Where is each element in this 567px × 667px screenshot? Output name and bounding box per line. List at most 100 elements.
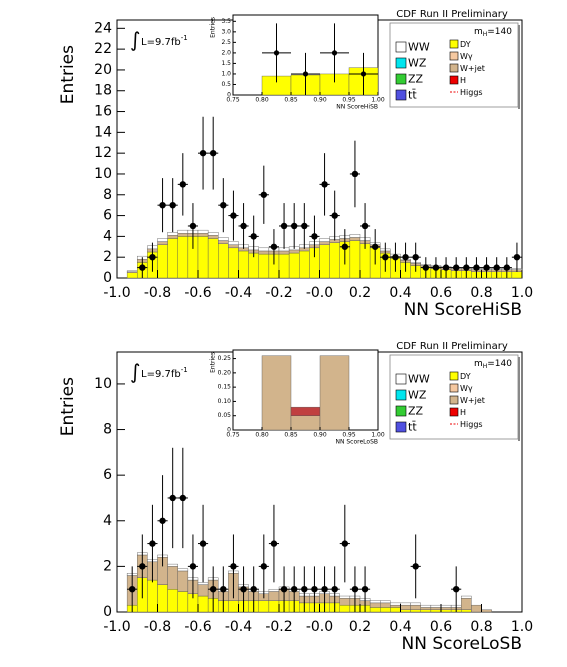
bar-segment: [339, 598, 351, 606]
legend-symbol: [449, 383, 459, 393]
data-point: [503, 264, 511, 271]
x-tick-label: 0.90: [313, 432, 327, 439]
bar-segment: [167, 238, 178, 279]
data-point: [250, 585, 257, 593]
bar-segment: [228, 600, 239, 613]
mass-value: =140: [487, 27, 512, 37]
bar-segment: [238, 250, 249, 279]
y-tick-label: 0: [227, 427, 231, 434]
x-tick-label: -0.2: [265, 285, 292, 301]
data-point: [360, 71, 367, 77]
bar-segment: [268, 588, 280, 592]
legend-label: DY: [460, 372, 471, 381]
data-point: [273, 50, 280, 56]
bar-segment: [167, 588, 178, 613]
data-point: [392, 253, 399, 261]
chart-title: CDF Run II Preliminary: [396, 9, 508, 20]
x-tick-label: 0.2: [349, 619, 371, 635]
bar-segment: [126, 270, 138, 272]
data-point: [290, 585, 298, 593]
x-tick-label: -0.4: [225, 619, 252, 635]
data-point: [473, 264, 480, 271]
y-tick-label: 0: [103, 604, 112, 620]
bar-segment: [369, 600, 381, 604]
bar-segment: [177, 236, 189, 279]
y-tick-label: 24: [94, 20, 112, 36]
legend-label: WZ: [408, 57, 427, 70]
luminosity: L=9.7fb-1: [141, 366, 188, 380]
luminosity-exponent: -1: [181, 34, 188, 42]
bar-segment: [430, 604, 442, 608]
bar-segment: [207, 232, 219, 236]
x-tick-label: -0.8: [144, 619, 171, 635]
y-tick-label: 6: [103, 208, 112, 224]
x-tick-label: 0.75: [226, 97, 240, 104]
mass-label: mH=140: [474, 27, 512, 38]
y-tick-label: 18: [94, 83, 112, 99]
y-tick-label: 0.25: [218, 355, 232, 362]
data-point: [402, 253, 409, 261]
x-axis-label: NN ScoreHiSB: [404, 300, 522, 320]
data-point: [230, 563, 237, 570]
data-point: [139, 563, 146, 570]
bar-segment: [268, 600, 280, 613]
x-tick-label: -0.4: [225, 285, 252, 301]
bar-segment: [167, 235, 178, 239]
y-tick-label: 6: [103, 467, 112, 483]
bar-segment: [197, 584, 209, 597]
bar-segment: [369, 602, 381, 608]
bar-segment: [511, 271, 523, 279]
y-tick-label: 4: [103, 513, 112, 529]
y-tick-label: 0: [103, 270, 112, 286]
data-point: [290, 222, 298, 230]
bar-segment: [420, 604, 432, 608]
x-axis-label: NN ScoreLoSB: [335, 439, 378, 446]
bar-segment: [290, 406, 321, 416]
x-tick-label: 1.00: [371, 432, 385, 439]
data-point: [159, 201, 166, 209]
data-point: [250, 233, 257, 240]
legend-label: ZZ: [408, 405, 424, 418]
y-tick-label: 4: [103, 228, 112, 244]
legend-symbol: [395, 89, 407, 101]
bar-segment: [481, 609, 492, 613]
data-point: [311, 233, 318, 240]
y-tick-label: 1.5: [221, 60, 231, 67]
x-tick-label: 0.85: [284, 97, 298, 104]
legend-label: Wγ: [460, 384, 473, 393]
bar-segment: [349, 240, 361, 279]
y-tick-label: 0.05: [218, 412, 232, 419]
data-point: [179, 494, 187, 502]
legend-symbol: [449, 407, 459, 417]
bar-segment: [329, 242, 340, 279]
legend-label: WZ: [408, 389, 427, 402]
bar-segment: [400, 604, 411, 610]
data-point: [149, 253, 156, 261]
legend-symbol: [395, 389, 407, 401]
bar-segment: [400, 609, 411, 613]
legend-shadow: [518, 357, 520, 441]
legend-shadow: [518, 25, 520, 109]
data-point: [382, 253, 389, 261]
legend-symbol: [449, 39, 459, 49]
bar-segment: [197, 582, 209, 585]
bar-segment: [218, 240, 229, 244]
data-point: [189, 563, 197, 570]
luminosity-value: L=9.7fb: [141, 37, 181, 48]
y-tick-label: 3.0: [221, 28, 231, 35]
x-tick-label: 0.6: [430, 619, 452, 635]
integral-sign: ∫: [130, 28, 140, 52]
bar-segment: [420, 607, 432, 610]
data-point: [442, 264, 450, 271]
data-point: [230, 212, 237, 219]
bar-segment: [126, 272, 138, 279]
bar-segment: [157, 241, 168, 245]
data-point: [412, 253, 419, 261]
bar-segment: [157, 244, 168, 279]
data-point: [240, 222, 247, 230]
bar-segment: [299, 250, 310, 279]
y-tick-label: 8: [103, 187, 112, 203]
data-point: [169, 494, 176, 502]
y-tick-label: 14: [94, 124, 112, 140]
